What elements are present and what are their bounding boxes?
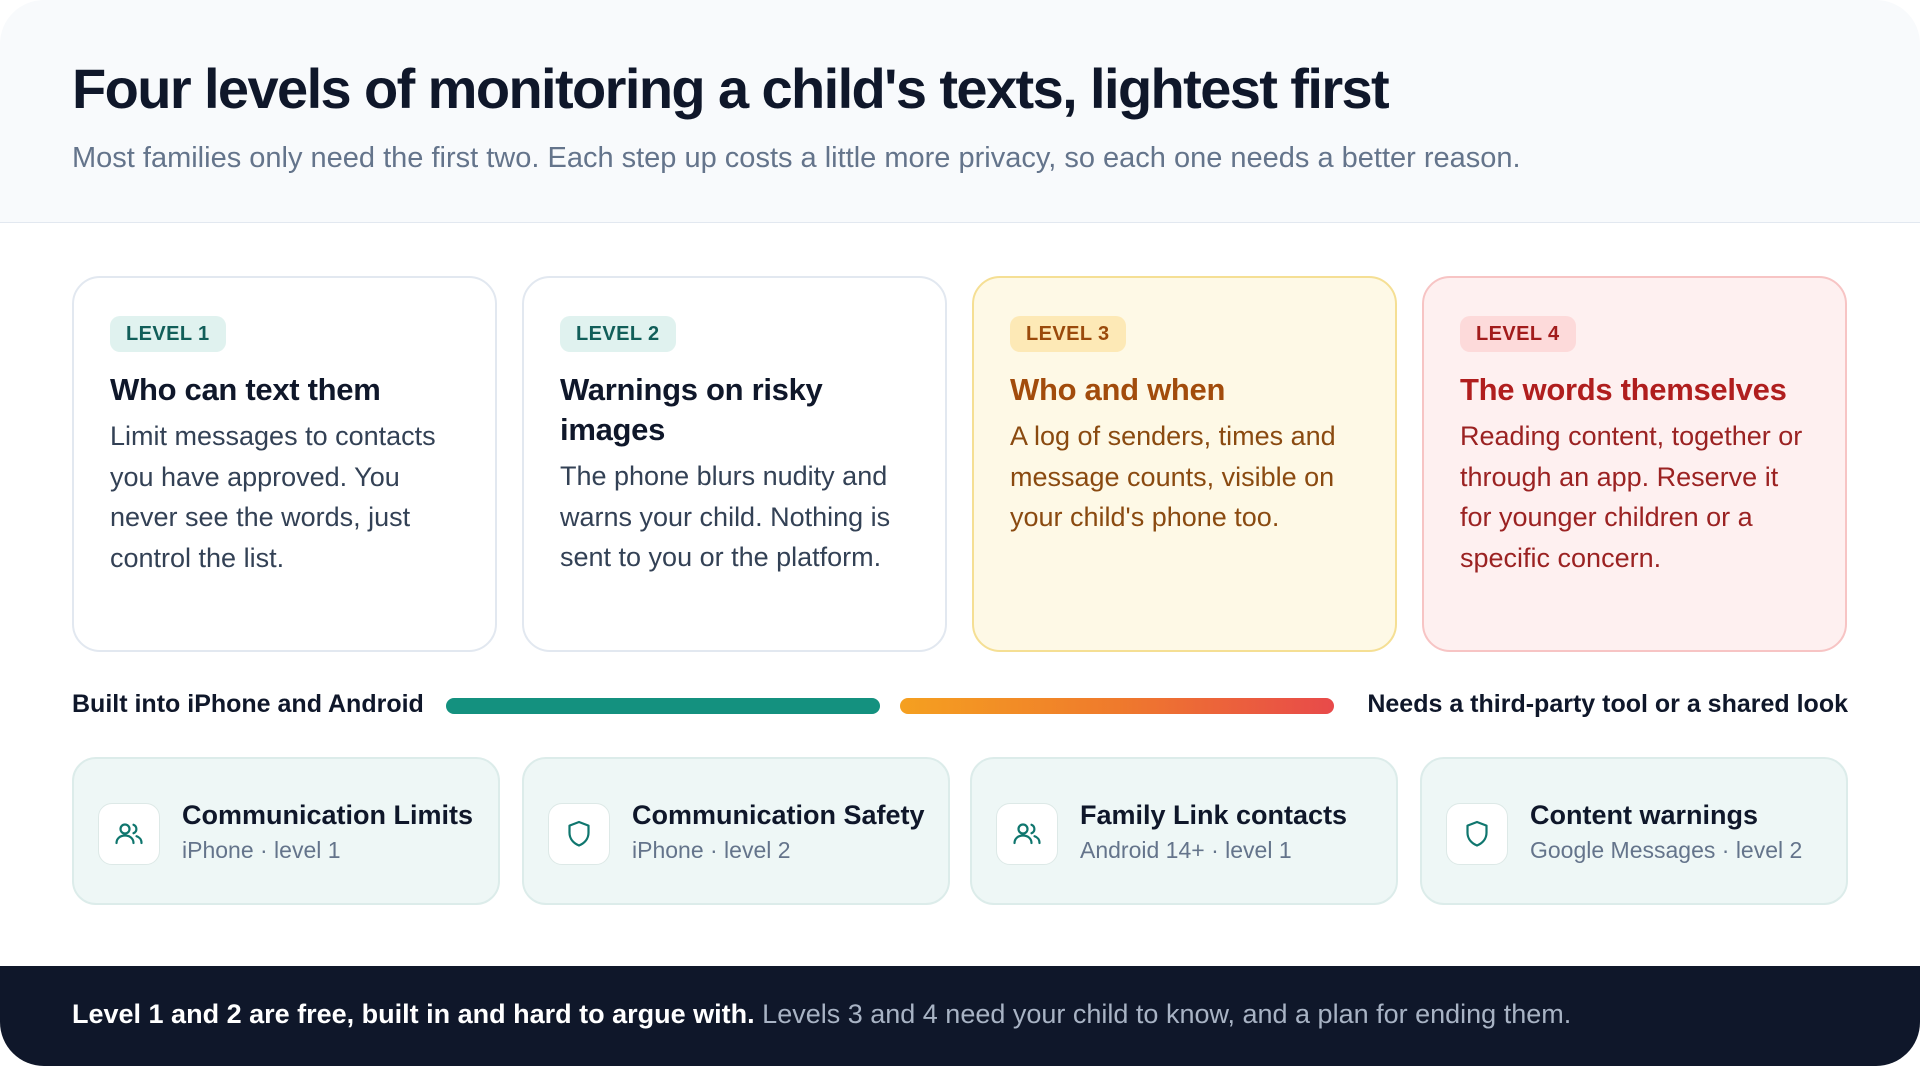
level-description: Reading content, together or through an …	[1460, 421, 1803, 573]
level-card-2: LEVEL 2 Warnings on risky images The pho…	[522, 276, 947, 652]
feature-tile-content-warnings: Content warnings Google Messages · level…	[1420, 757, 1848, 905]
feature-meta: iPhone · level 2	[632, 837, 791, 863]
page-subtitle: Most families only need the first two. E…	[72, 142, 1521, 174]
feature-name: Communication Limits	[182, 800, 474, 830]
header: Four levels of monitoring a child's text…	[0, 0, 1920, 223]
builtin-label: Built into iPhone and Android	[72, 690, 424, 718]
footer-light: Levels 3 and 4 need your child to know, …	[762, 999, 1572, 1029]
level-title: Who can text them	[110, 372, 381, 407]
people-icon	[98, 803, 160, 865]
feature-meta: Android 14+ · level 1	[1080, 837, 1292, 863]
footer-text: Level 1 and 2 are free, built in and har…	[72, 999, 1571, 1030]
level-tag: LEVEL 1	[110, 316, 226, 352]
shield-icon	[1446, 803, 1508, 865]
third-party-label: Needs a third-party tool or a shared loo…	[1367, 690, 1848, 718]
feature-meta: iPhone · level 1	[182, 837, 341, 863]
builtin-bar	[446, 698, 880, 714]
footer: Level 1 and 2 are free, built in and har…	[0, 966, 1920, 1066]
level-description: Limit messages to contacts you have appr…	[110, 421, 436, 573]
footer-strong: Level 1 and 2 are free, built in and har…	[72, 999, 755, 1029]
level-description: The phone blurs nudity and warns your ch…	[560, 461, 891, 572]
level-description: A log of senders, times and message coun…	[1010, 421, 1336, 532]
level-title: Warnings on risky images	[560, 372, 823, 447]
feature-name: Family Link contacts	[1080, 800, 1348, 830]
level-tag: LEVEL 2	[560, 316, 676, 352]
feature-name: Content warnings	[1530, 800, 1758, 830]
level-card-3: LEVEL 3 Who and when A log of senders, t…	[972, 276, 1397, 652]
feature-name: Communication Safety	[632, 800, 925, 830]
shield-icon	[548, 803, 610, 865]
level-tag: LEVEL 4	[1460, 316, 1576, 352]
feature-tile-family-link-contacts: Family Link contacts Android 14+ · level…	[970, 757, 1398, 905]
level-card-4: LEVEL 4 The words themselves Reading con…	[1422, 276, 1847, 652]
feature-tile-communication-limits: Communication Limits iPhone · level 1	[72, 757, 500, 905]
level-title: Who and when	[1010, 372, 1226, 407]
level-tag: LEVEL 3	[1010, 316, 1126, 352]
page-title: Four levels of monitoring a child's text…	[72, 57, 1390, 120]
level-title: The words themselves	[1460, 372, 1787, 407]
third-party-bar	[900, 698, 1334, 714]
people-icon	[996, 803, 1058, 865]
level-card-1: LEVEL 1 Who can text them Limit messages…	[72, 276, 497, 652]
feature-tile-communication-safety: Communication Safety iPhone · level 2	[522, 757, 950, 905]
feature-meta: Google Messages · level 2	[1530, 837, 1803, 863]
